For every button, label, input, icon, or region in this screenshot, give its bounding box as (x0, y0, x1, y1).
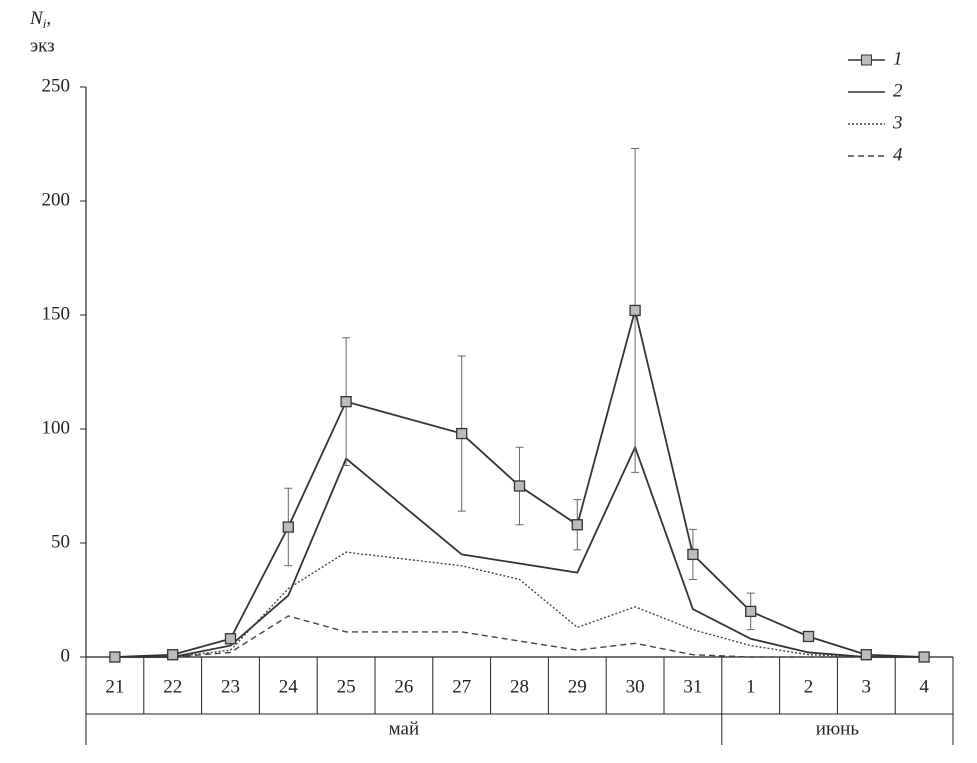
marker (629, 304, 641, 317)
y-tick-label: 0 (61, 645, 71, 666)
y-tick-label: 100 (42, 417, 71, 438)
series-line (114, 444, 925, 658)
x-tick-label: 26 (394, 676, 413, 697)
x-tick-label: 22 (163, 676, 182, 697)
x-tick-label: 25 (337, 676, 356, 697)
y-label: Ni, (29, 8, 51, 31)
marker (224, 633, 237, 645)
y-tick-label: 200 (42, 189, 71, 210)
y-tick-label: 150 (42, 303, 71, 324)
marker (802, 630, 815, 643)
x-tick-label: 3 (862, 676, 872, 697)
x-tick-label: 30 (626, 676, 645, 697)
marker (513, 480, 526, 492)
marker (571, 519, 583, 531)
marker (745, 605, 757, 618)
legend-marker (861, 54, 872, 66)
marker (340, 395, 352, 408)
x-tick-label: 21 (105, 676, 124, 697)
x-tick-label: 28 (510, 676, 529, 697)
x-tick-label: 27 (452, 676, 471, 697)
y-tick-label: 50 (51, 531, 70, 552)
y-tick-label: 250 (42, 75, 71, 96)
x-tick-label: 29 (568, 676, 587, 697)
marker (167, 649, 179, 661)
month-label: май (389, 718, 420, 739)
x-tick-label: 23 (221, 676, 240, 697)
legend-label: 2 (893, 80, 903, 101)
marker (860, 649, 872, 661)
legend-label: 3 (892, 112, 903, 133)
month-label: июнь (816, 718, 860, 739)
series-line (114, 615, 925, 658)
x-tick-label: 31 (683, 676, 702, 697)
x-tick-label: 4 (919, 676, 929, 697)
legend-label: 4 (893, 144, 903, 165)
marker (282, 521, 294, 533)
x-tick-label: 1 (746, 676, 756, 697)
x-tick-label: 2 (804, 676, 814, 697)
marker (687, 548, 699, 561)
series-line (114, 310, 925, 658)
marker (918, 651, 930, 663)
y-unit: экз (30, 35, 55, 56)
marker (109, 651, 121, 663)
marker (456, 427, 468, 440)
legend-label: 1 (893, 48, 903, 69)
x-tick-label: 24 (279, 676, 299, 697)
